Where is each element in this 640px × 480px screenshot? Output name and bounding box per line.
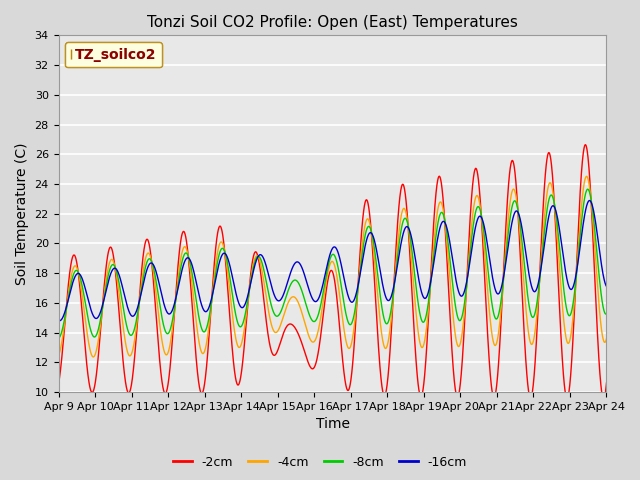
Legend: TZ_soilco2: TZ_soilco2 [65, 42, 163, 67]
Title: Tonzi Soil CO2 Profile: Open (East) Temperatures: Tonzi Soil CO2 Profile: Open (East) Temp… [147, 15, 518, 30]
X-axis label: Time: Time [316, 418, 349, 432]
Legend: -2cm, -4cm, -8cm, -16cm: -2cm, -4cm, -8cm, -16cm [168, 451, 472, 474]
Y-axis label: Soil Temperature (C): Soil Temperature (C) [15, 143, 29, 285]
